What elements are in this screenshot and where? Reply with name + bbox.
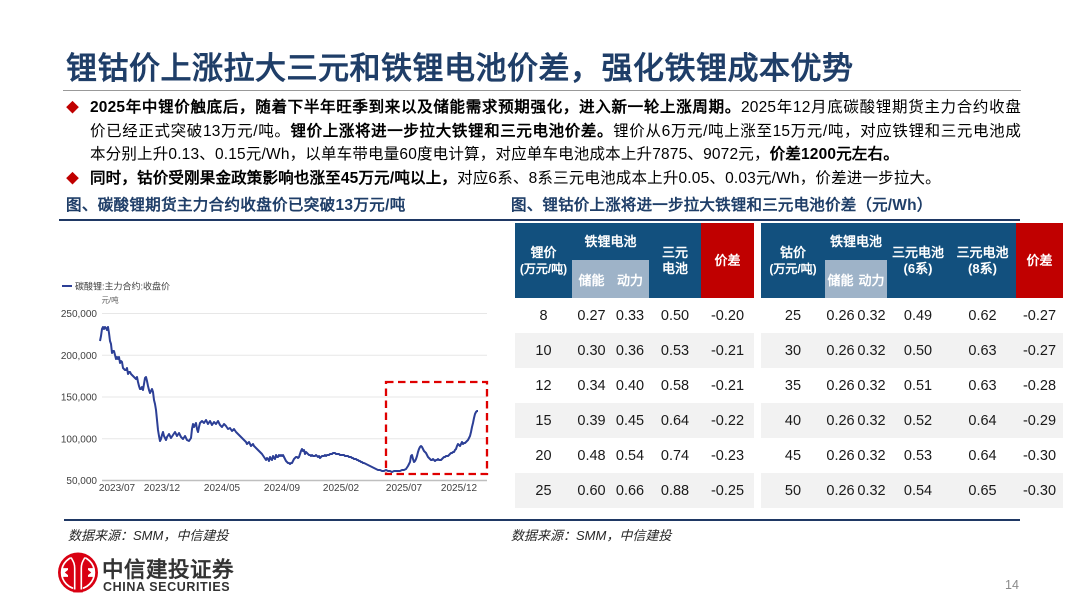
svg-text:150,000: 150,000 <box>61 393 98 404</box>
svg-text:2023/07: 2023/07 <box>99 483 136 494</box>
svg-text:250,000: 250,000 <box>61 309 98 320</box>
svg-text:2025/02: 2025/02 <box>323 483 360 494</box>
svg-text:100,000: 100,000 <box>61 435 98 446</box>
svg-text:2025/07: 2025/07 <box>386 483 423 494</box>
svg-text:2024/05: 2024/05 <box>204 483 241 494</box>
svg-text:2025/12: 2025/12 <box>441 483 478 494</box>
svg-text:2024/09: 2024/09 <box>264 483 301 494</box>
svg-text:中信建投证券: 中信建投证券 <box>102 557 234 582</box>
svg-text:50,000: 50,000 <box>66 476 97 487</box>
svg-text:CHINA SECURITIES: CHINA SECURITIES <box>103 580 230 594</box>
svg-text:2023/12: 2023/12 <box>144 483 181 494</box>
svg-text:碳酸锂:主力合约:收盘价: 碳酸锂:主力合约:收盘价 <box>75 281 170 292</box>
svg-text:元/吨: 元/吨 <box>102 295 120 305</box>
svg-text:200,000: 200,000 <box>61 351 98 362</box>
